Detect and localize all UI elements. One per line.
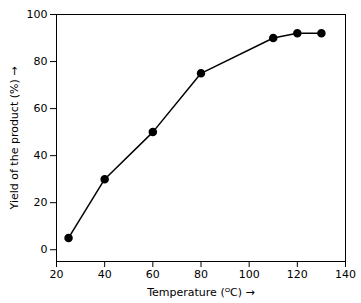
svg-text:60: 60: [34, 102, 48, 115]
svg-text:120: 120: [287, 268, 308, 281]
svg-text:0: 0: [41, 243, 48, 256]
svg-text:Yield of the product (%) →: Yield of the product (%) →: [8, 67, 21, 211]
svg-text:20: 20: [34, 196, 48, 209]
svg-text:20: 20: [50, 268, 64, 281]
svg-text:40: 40: [34, 149, 48, 162]
svg-text:40: 40: [98, 268, 112, 281]
svg-text:Temperature (ᴼC) →: Temperature (ᴼC) →: [146, 286, 255, 299]
svg-text:80: 80: [34, 55, 48, 68]
svg-text:100: 100: [27, 8, 48, 21]
svg-text:60: 60: [146, 268, 160, 281]
svg-text:140: 140: [335, 268, 356, 281]
svg-text:100: 100: [239, 268, 260, 281]
svg-text:80: 80: [194, 268, 208, 281]
